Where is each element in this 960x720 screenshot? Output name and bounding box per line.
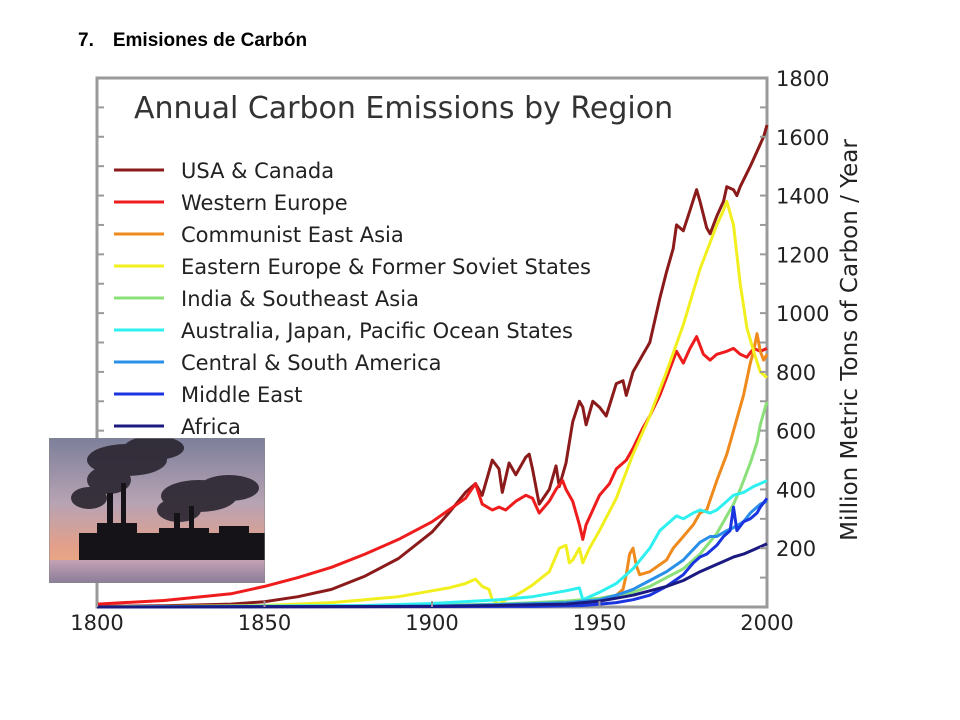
legend-label-0: USA & Canada: [181, 159, 334, 183]
y-tick-label-3: 800: [776, 361, 816, 385]
series-line-1: [96, 335, 768, 606]
series-line-0: [96, 124, 769, 608]
x-tick-label-1: 1850: [238, 611, 291, 635]
legend-label-2: Communist East Asia: [181, 223, 404, 247]
x-tick-label-3: 1950: [573, 611, 626, 635]
smokestack-photo: [49, 438, 265, 583]
legend-label-1: Western Europe: [181, 191, 348, 215]
y-tick-label-4: 1000: [776, 302, 829, 326]
y-tick-label-5: 1200: [776, 243, 829, 267]
legend-label-6: Central & South America: [181, 351, 442, 375]
slide-title: 7. Emisiones de Carbón: [78, 30, 308, 51]
series-line-7: [96, 497, 769, 609]
x-tick-label-2: 1900: [405, 611, 458, 635]
chart-title: Annual Carbon Emissions by Region: [134, 91, 673, 126]
series-line-8: [96, 542, 768, 609]
x-tick-label-0: 1800: [70, 611, 123, 635]
y-tick-label-7: 1600: [776, 126, 829, 150]
y-tick-label-6: 1400: [776, 185, 829, 209]
x-tick-label-4: 2000: [740, 611, 793, 635]
legend-label-7: Middle East: [181, 383, 302, 407]
y-axis-label: Million Metric Tons of Carbon / Year: [837, 139, 863, 541]
y-tick-label-2: 600: [776, 420, 816, 444]
y-tick-label-1: 400: [776, 478, 816, 502]
legend-label-5: Australia, Japan, Pacific Ocean States: [181, 319, 573, 343]
y-tick-label-0: 200: [776, 537, 816, 561]
legend-label-8: Africa: [181, 415, 241, 439]
series-line-3: [96, 199, 768, 609]
y-tick-label-8: 1800: [776, 67, 829, 91]
legend-label-3: Eastern Europe & Former Soviet States: [181, 255, 591, 279]
legend-label-4: India & Southeast Asia: [181, 287, 419, 311]
series-line-5: [96, 479, 768, 609]
